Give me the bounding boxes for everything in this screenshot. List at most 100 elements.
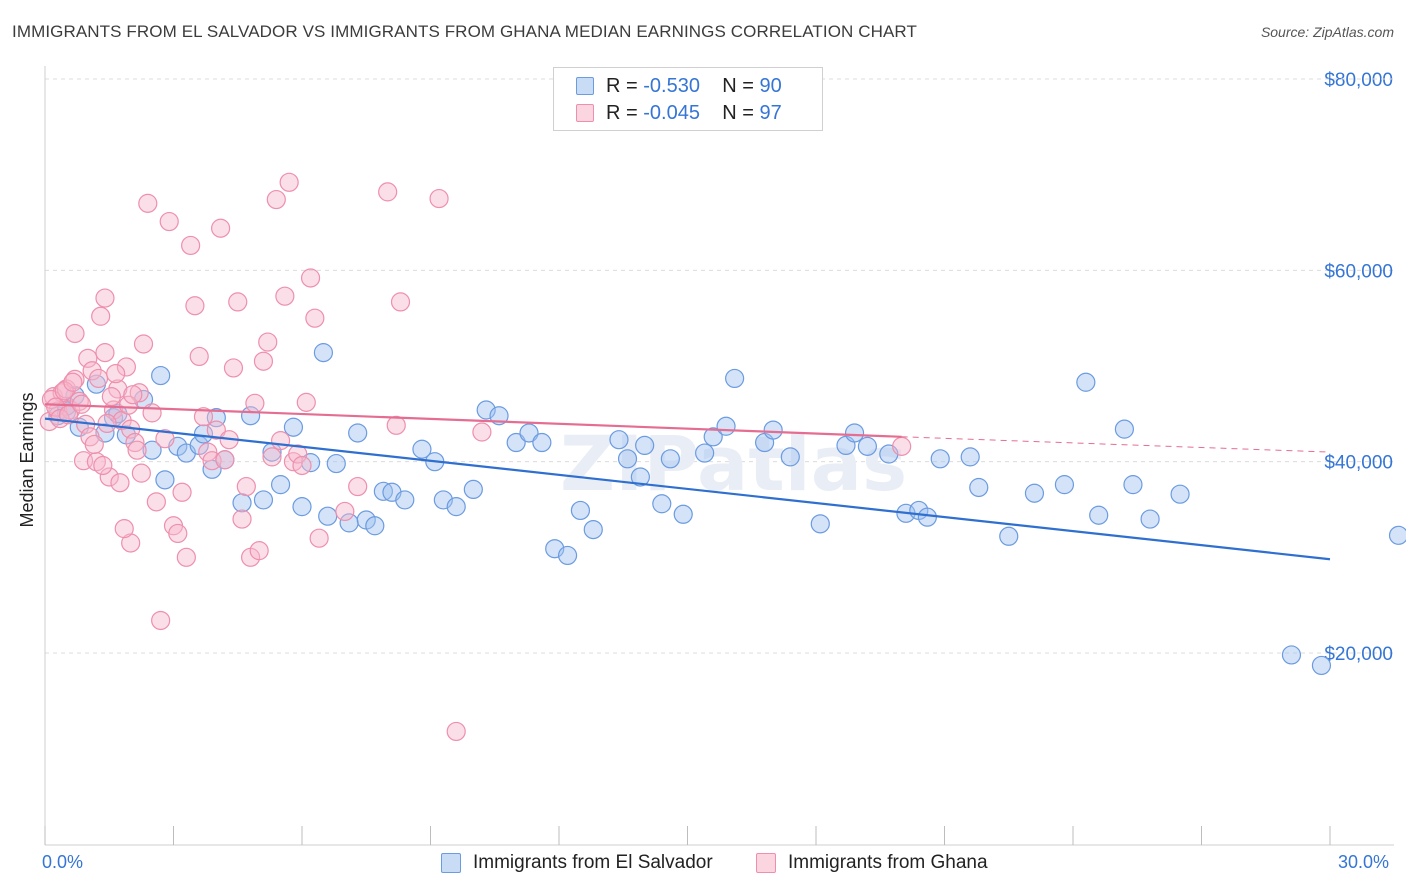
point-el-salvador bbox=[725, 368, 745, 389]
point-ghana bbox=[88, 368, 109, 389]
point-el-salvador bbox=[326, 453, 346, 474]
x-tick-label-min: 0.0% bbox=[42, 852, 84, 872]
point-ghana bbox=[258, 332, 278, 352]
point-el-salvador bbox=[313, 343, 334, 363]
point-el-salvador bbox=[1089, 505, 1109, 525]
point-el-salvador bbox=[969, 477, 989, 498]
y-tick-label: $20,000 bbox=[1324, 644, 1393, 665]
point-el-salvador bbox=[960, 447, 980, 467]
point-ghana bbox=[206, 420, 226, 440]
point-el-salvador bbox=[1114, 419, 1135, 439]
point-ghana bbox=[116, 357, 136, 377]
point-el-salvador bbox=[810, 514, 830, 534]
point-el-salvador bbox=[1388, 525, 1406, 545]
chart-title: IMMIGRANTS FROM EL SALVADOR VS IMMIGRANT… bbox=[12, 22, 917, 41]
point-ghana bbox=[78, 348, 98, 368]
legend-r-label: R = bbox=[606, 101, 638, 124]
point-ghana bbox=[232, 509, 252, 529]
point-el-salvador bbox=[283, 417, 304, 437]
point-ghana bbox=[118, 395, 139, 415]
point-ghana bbox=[279, 172, 299, 192]
point-el-salvador bbox=[1281, 645, 1302, 665]
point-el-salvador bbox=[412, 439, 432, 459]
point-ghana bbox=[82, 361, 102, 381]
point-el-salvador bbox=[763, 420, 783, 440]
series-legend-label: Immigrants from Ghana bbox=[788, 852, 988, 873]
point-ghana bbox=[275, 286, 295, 306]
point-el-salvador bbox=[446, 497, 466, 517]
point-el-salvador bbox=[506, 432, 526, 453]
point-el-salvador bbox=[292, 497, 312, 517]
trendline-ghana bbox=[44, 403, 902, 438]
point-ghana bbox=[125, 432, 145, 453]
point-el-salvador bbox=[917, 507, 937, 527]
point-ghana bbox=[189, 346, 209, 367]
point-el-salvador bbox=[609, 430, 629, 450]
point-ghana bbox=[181, 235, 201, 256]
point-ghana bbox=[114, 519, 134, 539]
trendline-el-salvador bbox=[44, 417, 1331, 561]
point-ghana bbox=[84, 434, 104, 455]
point-ghana bbox=[99, 467, 119, 487]
source-credit: Source: ZipAtlas.com bbox=[1260, 24, 1394, 40]
point-el-salvador bbox=[617, 449, 638, 469]
point-el-salvador bbox=[635, 435, 655, 456]
legend-n-value: 97 bbox=[759, 101, 782, 124]
point-ghana bbox=[185, 296, 205, 316]
point-ghana bbox=[446, 721, 466, 742]
point-ghana bbox=[429, 188, 449, 209]
point-ghana bbox=[390, 292, 411, 312]
point-el-salvador bbox=[348, 423, 368, 443]
point-ghana bbox=[176, 547, 196, 567]
legend-n-label: N = bbox=[722, 101, 754, 124]
point-el-salvador bbox=[1311, 655, 1332, 676]
point-el-salvador bbox=[695, 443, 715, 463]
point-el-salvador bbox=[1054, 475, 1075, 495]
point-ghana bbox=[63, 372, 83, 392]
legend-row-el-salvador: R = -0.530 N = 90 bbox=[576, 74, 782, 98]
point-el-salvador bbox=[365, 516, 385, 536]
point-ghana bbox=[142, 403, 162, 423]
point-el-salvador bbox=[395, 490, 415, 510]
point-el-salvador bbox=[519, 423, 539, 443]
stats-legend: R = -0.530 N = 90 R = -0.045 N = 97 bbox=[553, 67, 823, 131]
point-ghana bbox=[228, 292, 248, 312]
point-ghana bbox=[335, 501, 355, 522]
point-el-salvador bbox=[780, 447, 800, 467]
point-el-salvador bbox=[232, 493, 252, 513]
legend-n-value: 90 bbox=[759, 74, 782, 97]
point-el-salvador bbox=[857, 436, 878, 456]
point-ghana bbox=[253, 351, 274, 371]
point-ghana bbox=[245, 393, 265, 413]
point-el-salvador bbox=[1123, 475, 1143, 495]
series-legend-label: Immigrants from El Salvador bbox=[473, 852, 713, 873]
point-ghana bbox=[211, 218, 231, 238]
point-ghana bbox=[892, 436, 912, 456]
point-ghana bbox=[65, 323, 85, 344]
point-ghana bbox=[133, 334, 154, 354]
point-ghana bbox=[198, 442, 218, 462]
point-el-salvador bbox=[716, 416, 736, 436]
point-ghana bbox=[193, 407, 214, 427]
point-ghana bbox=[127, 440, 147, 460]
point-el-salvador bbox=[660, 449, 680, 469]
point-el-salvador bbox=[1140, 509, 1160, 529]
point-el-salvador bbox=[557, 545, 578, 566]
point-el-salvador bbox=[532, 432, 552, 453]
point-ghana bbox=[138, 193, 158, 213]
point-ghana bbox=[123, 385, 143, 405]
y-tick-label: $80,000 bbox=[1324, 70, 1393, 91]
point-ghana bbox=[386, 415, 406, 435]
trendline-extension-ghana bbox=[901, 436, 1331, 453]
y-tick-label: $40,000 bbox=[1324, 453, 1393, 474]
point-ghana bbox=[110, 473, 130, 493]
point-ghana bbox=[300, 268, 321, 288]
point-ghana bbox=[108, 379, 128, 399]
point-el-salvador bbox=[253, 490, 274, 510]
point-el-salvador bbox=[570, 500, 591, 521]
point-ghana bbox=[270, 431, 291, 451]
point-el-salvador bbox=[630, 467, 650, 487]
point-ghana bbox=[91, 306, 111, 326]
point-el-salvador bbox=[703, 427, 723, 447]
